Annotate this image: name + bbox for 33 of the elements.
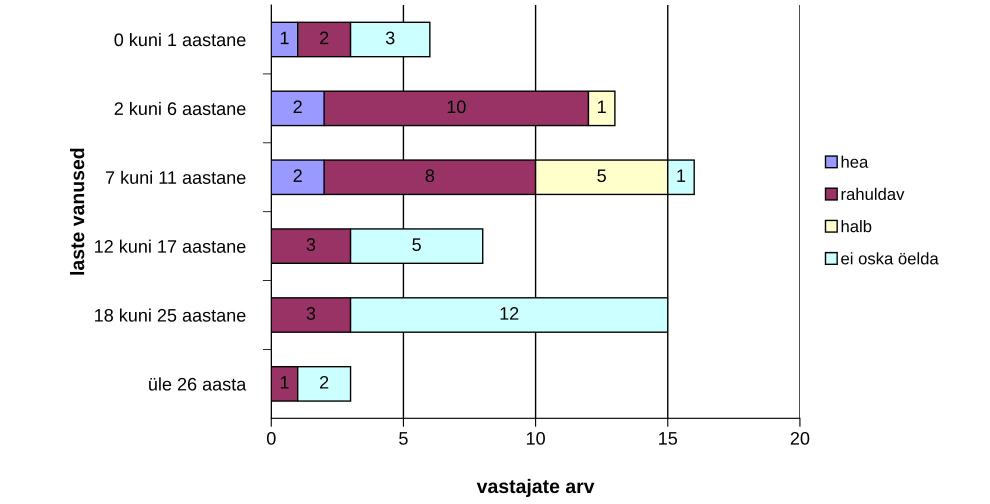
data-label: 12 — [500, 307, 518, 320]
y-tick-label: 18 kuni 25 aastane — [95, 308, 246, 322]
legend-label: ei oska öelda — [841, 252, 939, 264]
data-label: 2 — [320, 32, 328, 44]
x-tick-label: 15 — [659, 432, 678, 445]
data-label: 2 — [294, 100, 302, 114]
y-tick-label: 2 kuni 6 aastane — [114, 102, 246, 116]
legend-label: halb — [842, 220, 872, 232]
x-tick-label: 20 — [790, 432, 810, 445]
data-label: 3 — [386, 32, 394, 44]
data-label: 1 — [677, 169, 686, 182]
x-tick-label: 10 — [526, 432, 545, 445]
data-label: 10 — [448, 100, 466, 114]
data-label: 8 — [426, 169, 434, 182]
y-tick-label: 0 kuni 1 aastane — [114, 32, 246, 46]
legend-label: hea — [842, 156, 868, 168]
legend-label: rahuldav — [842, 188, 904, 200]
x-tick-label: 5 — [399, 432, 408, 445]
data-label: 1 — [280, 376, 289, 389]
y-tick-label: üle 26 aasta — [149, 377, 246, 391]
x-axis-title: vastajate arv — [476, 478, 594, 498]
data-label: 3 — [306, 307, 316, 320]
data-label: 1 — [280, 32, 289, 44]
data-label: 5 — [412, 238, 421, 251]
y-tick-label: 7 kuni 11 aastane — [106, 170, 246, 184]
data-label: 5 — [597, 169, 606, 182]
x-tick-label: 0 — [266, 432, 276, 445]
data-label: 3 — [306, 238, 316, 251]
y-axis-title: laste vanused — [70, 148, 84, 275]
data-label: 1 — [598, 100, 606, 114]
data-label: 2 — [294, 169, 302, 182]
y-tick-label: 12 kuni 17 aastane — [95, 240, 246, 253]
data-label: 2 — [320, 376, 328, 389]
